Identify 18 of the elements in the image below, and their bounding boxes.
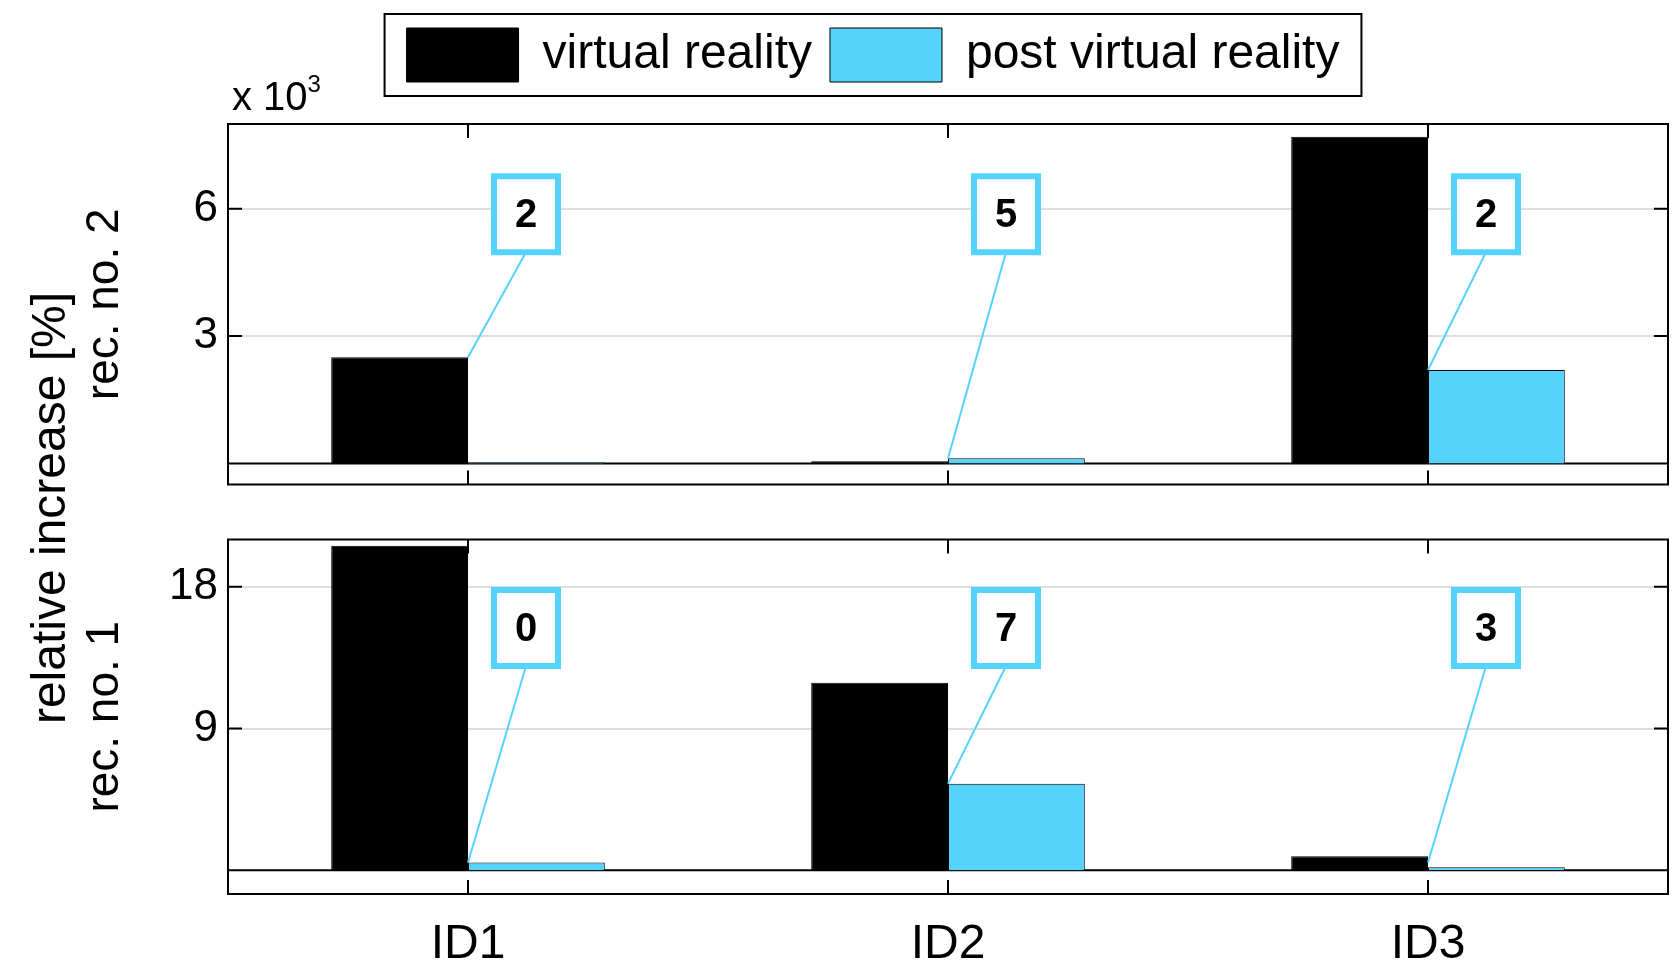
annotation: 2 bbox=[514, 191, 538, 236]
y-tick-label: 9 bbox=[193, 700, 218, 750]
y-axis-title: rec. no. 2 bbox=[76, 208, 129, 401]
x-tick-label: ID2 bbox=[910, 915, 986, 967]
annotation: 0 bbox=[514, 605, 538, 650]
annotation: 7 bbox=[994, 605, 1018, 650]
y-tick-label: 6 bbox=[193, 180, 218, 230]
y-tick-label: 18 bbox=[169, 558, 218, 608]
legend-label: post virtual reality bbox=[965, 25, 1340, 79]
y-axis-title: rec. no. 1 bbox=[76, 620, 129, 813]
annotation: 3 bbox=[1474, 605, 1498, 650]
text: relative increase [%] bbox=[20, 291, 76, 725]
annotation: 2 bbox=[1474, 191, 1498, 236]
legend-label: virtual reality bbox=[542, 25, 812, 79]
x-tick-label: ID1 bbox=[430, 915, 506, 967]
y-tick-label: 3 bbox=[193, 308, 218, 358]
annotation: 5 bbox=[994, 191, 1018, 236]
x-tick-label: ID3 bbox=[1390, 915, 1466, 967]
